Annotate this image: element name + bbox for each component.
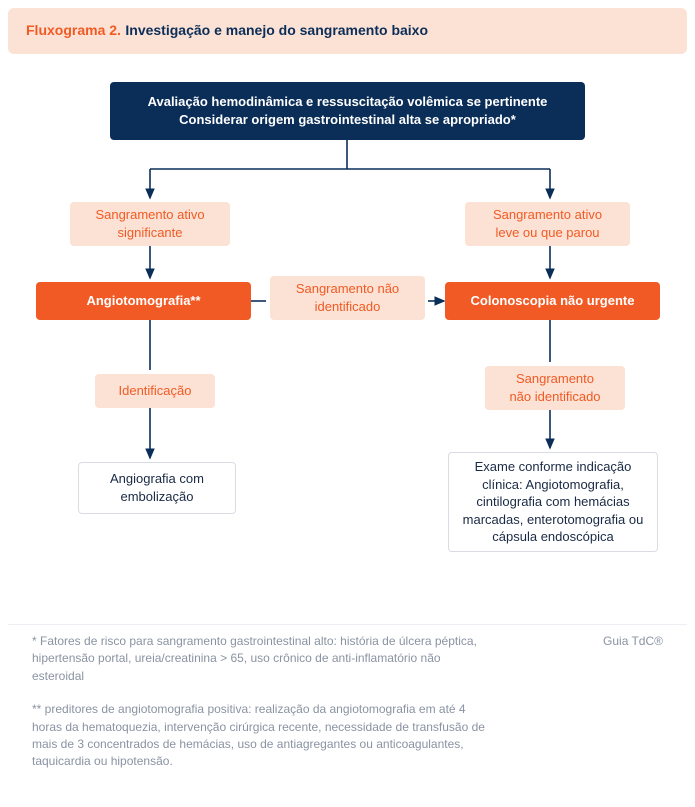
node-left_branch: Sangramento ativosignificante xyxy=(70,202,230,246)
header-title: Investigação e manejo do sangramento bai… xyxy=(125,22,428,38)
flowchart-canvas: Avaliação hemodinâmica e ressuscitação v… xyxy=(0,54,695,624)
node-angiografia: Angiografia comembolização xyxy=(78,462,236,514)
node-ident: Identificação xyxy=(95,374,215,408)
node-angio: Angiotomografia** xyxy=(36,282,251,320)
node-middle_label: Sangramento nãoidentificado xyxy=(270,276,425,320)
footer-credit: Guia TdC® xyxy=(603,633,663,650)
flowchart-header: Fluxograma 2. Investigação e manejo do s… xyxy=(8,8,687,54)
footnote-1: * Fatores de risco para sangramento gast… xyxy=(32,633,492,685)
node-exame: Exame conforme indicação clínica: Angiot… xyxy=(448,452,658,552)
node-right_unident: Sangramentonão identificado xyxy=(485,366,625,410)
node-right_branch: Sangramento ativoleve ou que parou xyxy=(465,202,630,246)
node-root: Avaliação hemodinâmica e ressuscitação v… xyxy=(110,82,585,140)
node-colono: Colonoscopia não urgente xyxy=(445,282,660,320)
footnote-2: ** preditores de angiotomografia positiv… xyxy=(32,701,492,771)
footer-notes: Guia TdC® * Fatores de risco para sangra… xyxy=(8,624,687,807)
header-prefix: Fluxograma 2. xyxy=(26,22,121,38)
